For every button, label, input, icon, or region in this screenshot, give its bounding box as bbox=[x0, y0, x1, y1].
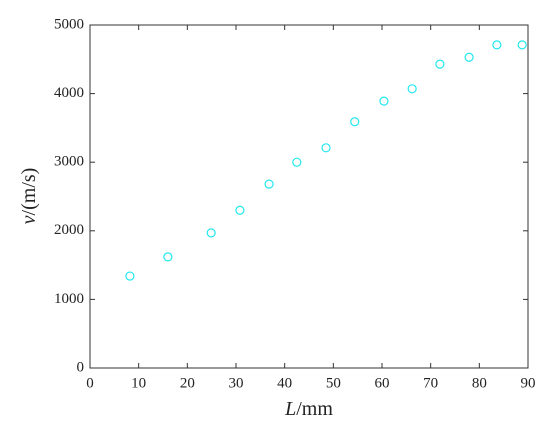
x-tick-label: 70 bbox=[423, 375, 438, 391]
point bbox=[517, 40, 527, 50]
y-tick-label: 1000 bbox=[54, 291, 84, 307]
y-tick-label: 0 bbox=[77, 359, 85, 375]
point bbox=[235, 205, 245, 215]
x-axis-title: L/mm bbox=[284, 398, 333, 420]
point bbox=[492, 40, 502, 50]
x-tick-label: 50 bbox=[326, 375, 341, 391]
x-tick-label: 90 bbox=[521, 375, 536, 391]
x-tick-label: 20 bbox=[180, 375, 195, 391]
x-tick-label: 0 bbox=[86, 375, 94, 391]
point bbox=[464, 52, 474, 62]
y-tick-label: 3000 bbox=[54, 154, 84, 170]
x-tick-label: 60 bbox=[375, 375, 390, 391]
point bbox=[435, 59, 445, 69]
point bbox=[206, 228, 216, 238]
point bbox=[407, 84, 417, 94]
point bbox=[264, 179, 274, 189]
x-tick-label: 80 bbox=[472, 375, 487, 391]
point bbox=[350, 117, 360, 127]
y-axis-title: v/(m/s) bbox=[18, 168, 40, 225]
x-tick-label: 40 bbox=[277, 375, 292, 391]
point bbox=[321, 143, 331, 153]
x-tick-label: 30 bbox=[229, 375, 244, 391]
y-tick-label: 4000 bbox=[54, 85, 84, 101]
point bbox=[125, 271, 135, 281]
x-tick-label: 10 bbox=[131, 375, 146, 391]
plot-frame bbox=[89, 24, 529, 369]
point bbox=[163, 252, 173, 262]
y-tick-label: 2000 bbox=[54, 222, 84, 238]
point bbox=[379, 96, 389, 106]
point bbox=[292, 157, 302, 167]
y-tick-label: 5000 bbox=[54, 16, 84, 32]
